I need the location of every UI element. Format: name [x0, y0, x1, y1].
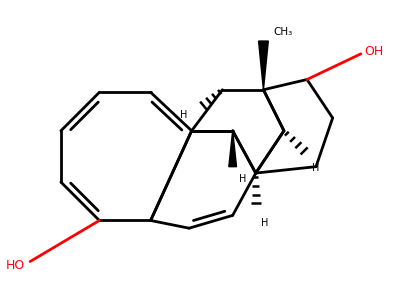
Text: H: H: [261, 218, 268, 228]
Text: HO: HO: [6, 259, 25, 272]
Text: H: H: [312, 163, 320, 173]
Text: OH: OH: [365, 45, 384, 58]
Text: CH₃: CH₃: [274, 27, 293, 37]
Text: H: H: [239, 174, 246, 184]
Polygon shape: [258, 41, 268, 90]
Polygon shape: [229, 131, 236, 167]
Text: H: H: [180, 110, 188, 120]
